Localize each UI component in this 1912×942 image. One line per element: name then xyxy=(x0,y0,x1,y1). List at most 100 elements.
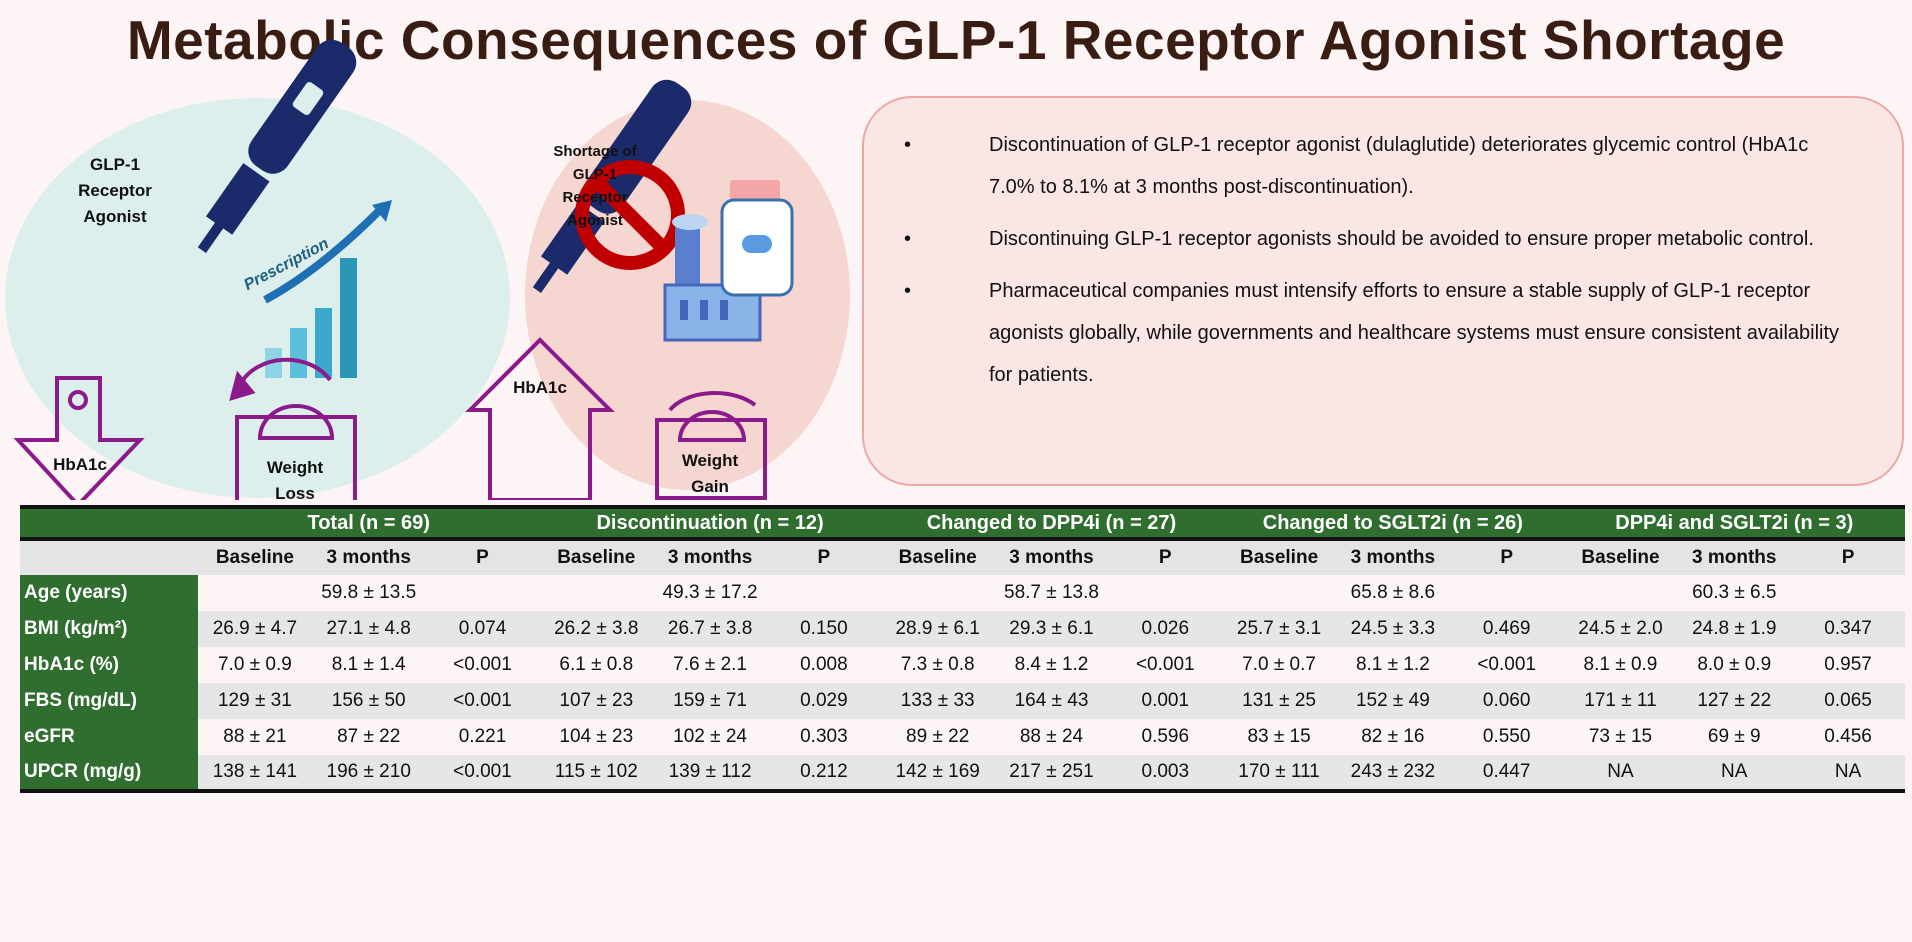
subheader-cell: 3 months xyxy=(653,539,767,575)
row-label: Age (years) xyxy=(20,575,198,611)
subheader-cell: Baseline xyxy=(880,539,995,575)
table-cell: 8.1 ± 0.9 xyxy=(1563,647,1678,683)
row-label: eGFR xyxy=(20,719,198,755)
table-cell: 156 ± 50 xyxy=(311,683,426,719)
table-cell: 115 ± 102 xyxy=(539,755,654,791)
glp1-label-line: GLP-1 xyxy=(89,155,141,174)
table-cell: 89 ± 22 xyxy=(880,719,995,755)
table-cell: 26.2 ± 3.8 xyxy=(539,611,654,647)
subheader-cell: 3 months xyxy=(1335,539,1450,575)
table-cell: 88 ± 21 xyxy=(198,719,312,755)
table-cell: 127 ± 22 xyxy=(1677,683,1792,719)
medicine-bottle-icon xyxy=(720,180,794,297)
table-cell: 133 ± 33 xyxy=(880,683,995,719)
table-cell: 142 ± 169 xyxy=(880,755,995,791)
table-cell: 152 ± 49 xyxy=(1335,683,1450,719)
corner-cell xyxy=(20,539,198,575)
group-header: Total (n = 69) xyxy=(198,507,540,541)
table-cell: 243 ± 232 xyxy=(1335,755,1450,791)
table-cell: NA xyxy=(1791,755,1905,791)
table-cell: 26.7 ± 3.8 xyxy=(653,611,767,647)
table-cell: 138 ± 141 xyxy=(198,755,312,791)
table-cell: 0.065 xyxy=(1791,683,1905,719)
table-cell: 0.001 xyxy=(1108,683,1223,719)
arrow-down-icon xyxy=(13,376,145,500)
table-cell: <0.001 xyxy=(425,755,540,791)
page-title: Metabolic Consequences of GLP-1 Receptor… xyxy=(126,9,1786,71)
group-header: DPP4i and SGLT2i (n = 3) xyxy=(1563,507,1905,541)
subheader-cell: Baseline xyxy=(1222,539,1336,575)
table-cell: 107 ± 23 xyxy=(539,683,654,719)
weight-gain-line: Weight xyxy=(681,451,739,470)
scale-weight-gain-icon xyxy=(655,391,767,500)
shortage-label-line: Agonist xyxy=(567,212,623,229)
group-header-row: Total (n = 69) Discontinuation (n = 12) … xyxy=(20,507,1905,541)
prohibited-icon xyxy=(575,160,685,270)
table-cell: 8.4 ± 1.2 xyxy=(994,647,1109,683)
table-cell: 60.3 ± 6.5 xyxy=(1563,575,1905,611)
table-row: BMI (kg/m²) 26.9 ± 4.7 27.1 ± 4.8 0.074 26.2… xyxy=(20,611,1905,647)
subheader-cell: Baseline xyxy=(1563,539,1678,575)
table-cell: <0.001 xyxy=(425,683,540,719)
hba1c-down-label: HbA1c xyxy=(53,455,107,474)
table-cell: 0.026 xyxy=(1108,611,1223,647)
subheader-cell: P xyxy=(425,539,540,575)
table-cell: 88 ± 24 xyxy=(994,719,1109,755)
subheader-cell: P xyxy=(766,539,881,575)
finding-bullet: Discontinuation of GLP-1 receptor agonis… xyxy=(904,124,1842,208)
table-cell: 0.596 xyxy=(1108,719,1223,755)
table-cell: 25.7 ± 3.1 xyxy=(1222,611,1336,647)
table-cell: 7.6 ± 2.1 xyxy=(653,647,767,683)
results-table: Total (n = 69) Discontinuation (n = 12) … xyxy=(20,505,1905,793)
table-cell: 0.008 xyxy=(766,647,881,683)
table-cell: 82 ± 16 xyxy=(1335,719,1450,755)
table-cell: 58.7 ± 13.8 xyxy=(880,575,1223,611)
table-cell: 26.9 ± 4.7 xyxy=(198,611,312,647)
key-findings-box: Discontinuation of GLP-1 receptor agonis… xyxy=(862,96,1904,486)
table-cell: 171 ± 11 xyxy=(1563,683,1678,719)
table-cell: 104 ± 23 xyxy=(539,719,654,755)
table-cell: 0.447 xyxy=(1449,755,1564,791)
weight-loss-line: Loss xyxy=(275,484,315,503)
table-cell: 102 ± 24 xyxy=(653,719,767,755)
table-cell: 27.1 ± 4.8 xyxy=(311,611,426,647)
finding-bullet: Pharmaceutical companies must intensify … xyxy=(904,270,1842,396)
table-row: HbA1c (%) 7.0 ± 0.9 8.1 ± 1.4 <0.001 6.1 ± 0… xyxy=(20,647,1905,683)
table-cell: NA xyxy=(1563,755,1678,791)
bar-chart-icon xyxy=(263,200,392,378)
table-cell: 0.347 xyxy=(1791,611,1905,647)
table-cell: 0.060 xyxy=(1449,683,1564,719)
hba1c-up-label: HbA1c xyxy=(513,378,567,397)
group-header: Changed to SGLT2i (n = 26) xyxy=(1222,507,1564,541)
weight-loss-line: Weight xyxy=(266,458,324,477)
table-cell: <0.001 xyxy=(425,647,540,683)
arrow-up-icon xyxy=(465,337,615,500)
table-cell: 131 ± 25 xyxy=(1222,683,1336,719)
table-cell: 129 ± 31 xyxy=(198,683,312,719)
subheader-cell: 3 months xyxy=(994,539,1109,575)
subheader-cell: Baseline xyxy=(198,539,312,575)
row-label: BMI (kg/m²) xyxy=(20,611,198,647)
subheader-cell: Baseline xyxy=(539,539,654,575)
table-cell: 65.8 ± 8.6 xyxy=(1222,575,1564,611)
glp1-label-line: Agonist xyxy=(83,207,147,226)
table-cell: 24.5 ± 3.3 xyxy=(1335,611,1450,647)
row-label: FBS (mg/dL) xyxy=(20,683,198,719)
table-cell: 49.3 ± 17.2 xyxy=(539,575,881,611)
table-cell: 159 ± 71 xyxy=(653,683,767,719)
shortage-label-line: Receptor xyxy=(562,189,628,206)
table-cell: 0.456 xyxy=(1791,719,1905,755)
shortage-label: Shortage of GLP-1 Receptor Agonist xyxy=(540,140,650,232)
group-header: Changed to DPP4i (n = 27) xyxy=(880,507,1223,541)
table-cell: <0.001 xyxy=(1449,647,1564,683)
subheader-cell: P xyxy=(1791,539,1905,575)
table-cell: <0.001 xyxy=(1108,647,1223,683)
table-cell: 170 ± 111 xyxy=(1222,755,1336,791)
table-cell: 0.221 xyxy=(425,719,540,755)
group-header: Discontinuation (n = 12) xyxy=(539,507,881,541)
table-cell: 139 ± 112 xyxy=(653,755,767,791)
weight-gain-label: Weight Gain xyxy=(665,448,755,500)
table-cell: 7.0 ± 0.7 xyxy=(1222,647,1336,683)
table-cell: 29.3 ± 6.1 xyxy=(994,611,1109,647)
table-cell: 0.550 xyxy=(1449,719,1564,755)
